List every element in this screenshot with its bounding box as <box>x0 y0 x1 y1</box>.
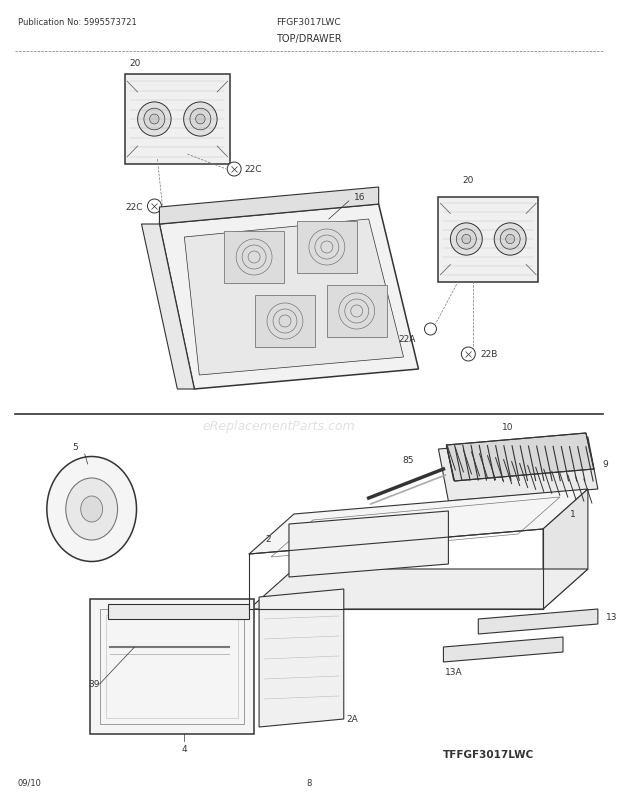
Circle shape <box>425 323 436 335</box>
Ellipse shape <box>506 235 515 245</box>
Text: 22C: 22C <box>125 202 143 211</box>
Text: 20: 20 <box>463 176 474 184</box>
Ellipse shape <box>66 479 118 541</box>
Polygon shape <box>141 225 194 390</box>
Polygon shape <box>259 589 343 727</box>
Text: 5: 5 <box>72 443 78 452</box>
Text: 13A: 13A <box>445 667 463 676</box>
Polygon shape <box>159 205 418 390</box>
Ellipse shape <box>500 229 520 250</box>
Ellipse shape <box>450 224 482 256</box>
Text: 10: 10 <box>502 423 514 431</box>
Text: 39: 39 <box>88 679 100 689</box>
Text: 85: 85 <box>403 456 414 464</box>
Polygon shape <box>255 296 315 347</box>
Circle shape <box>148 200 161 214</box>
Ellipse shape <box>196 115 205 125</box>
Polygon shape <box>438 437 598 501</box>
Text: eReplacementParts.com: eReplacementParts.com <box>203 419 355 432</box>
Text: 9: 9 <box>603 460 609 469</box>
Polygon shape <box>443 638 563 662</box>
Text: 8: 8 <box>306 778 312 787</box>
Ellipse shape <box>144 109 165 131</box>
Text: TFFGF3017LWC: TFFGF3017LWC <box>443 749 534 759</box>
Polygon shape <box>184 220 404 375</box>
Ellipse shape <box>184 103 217 137</box>
Polygon shape <box>438 197 538 282</box>
Text: 13: 13 <box>606 613 618 622</box>
Ellipse shape <box>456 229 476 250</box>
Text: 16: 16 <box>354 193 365 202</box>
Ellipse shape <box>47 457 136 561</box>
Text: 2A: 2A <box>347 715 358 723</box>
Circle shape <box>461 347 476 362</box>
Polygon shape <box>125 75 229 164</box>
Ellipse shape <box>149 115 159 125</box>
Text: 20: 20 <box>130 59 141 68</box>
Ellipse shape <box>138 103 171 137</box>
Polygon shape <box>159 188 379 225</box>
Text: 1: 1 <box>570 510 576 519</box>
Text: 4: 4 <box>182 744 187 753</box>
Text: TOP/DRAWER: TOP/DRAWER <box>276 34 342 44</box>
Polygon shape <box>249 489 588 554</box>
Ellipse shape <box>190 109 211 131</box>
Text: 22B: 22B <box>480 350 498 359</box>
Polygon shape <box>478 610 598 634</box>
Text: FFGF3017LWC: FFGF3017LWC <box>277 18 341 27</box>
Polygon shape <box>224 232 284 284</box>
Ellipse shape <box>81 496 103 522</box>
Polygon shape <box>327 286 387 338</box>
Ellipse shape <box>494 224 526 256</box>
Polygon shape <box>543 489 588 610</box>
Text: 22A: 22A <box>398 334 415 343</box>
Polygon shape <box>297 221 356 273</box>
Polygon shape <box>108 604 249 619</box>
Circle shape <box>227 163 241 176</box>
Polygon shape <box>90 599 254 734</box>
Text: 22C: 22C <box>244 165 262 174</box>
Polygon shape <box>249 569 588 610</box>
Polygon shape <box>289 512 448 577</box>
Polygon shape <box>446 433 594 481</box>
Text: Publication No: 5995573721: Publication No: 5995573721 <box>18 18 136 27</box>
Text: 2: 2 <box>265 535 271 544</box>
Ellipse shape <box>462 235 471 245</box>
Text: 09/10: 09/10 <box>18 778 42 787</box>
